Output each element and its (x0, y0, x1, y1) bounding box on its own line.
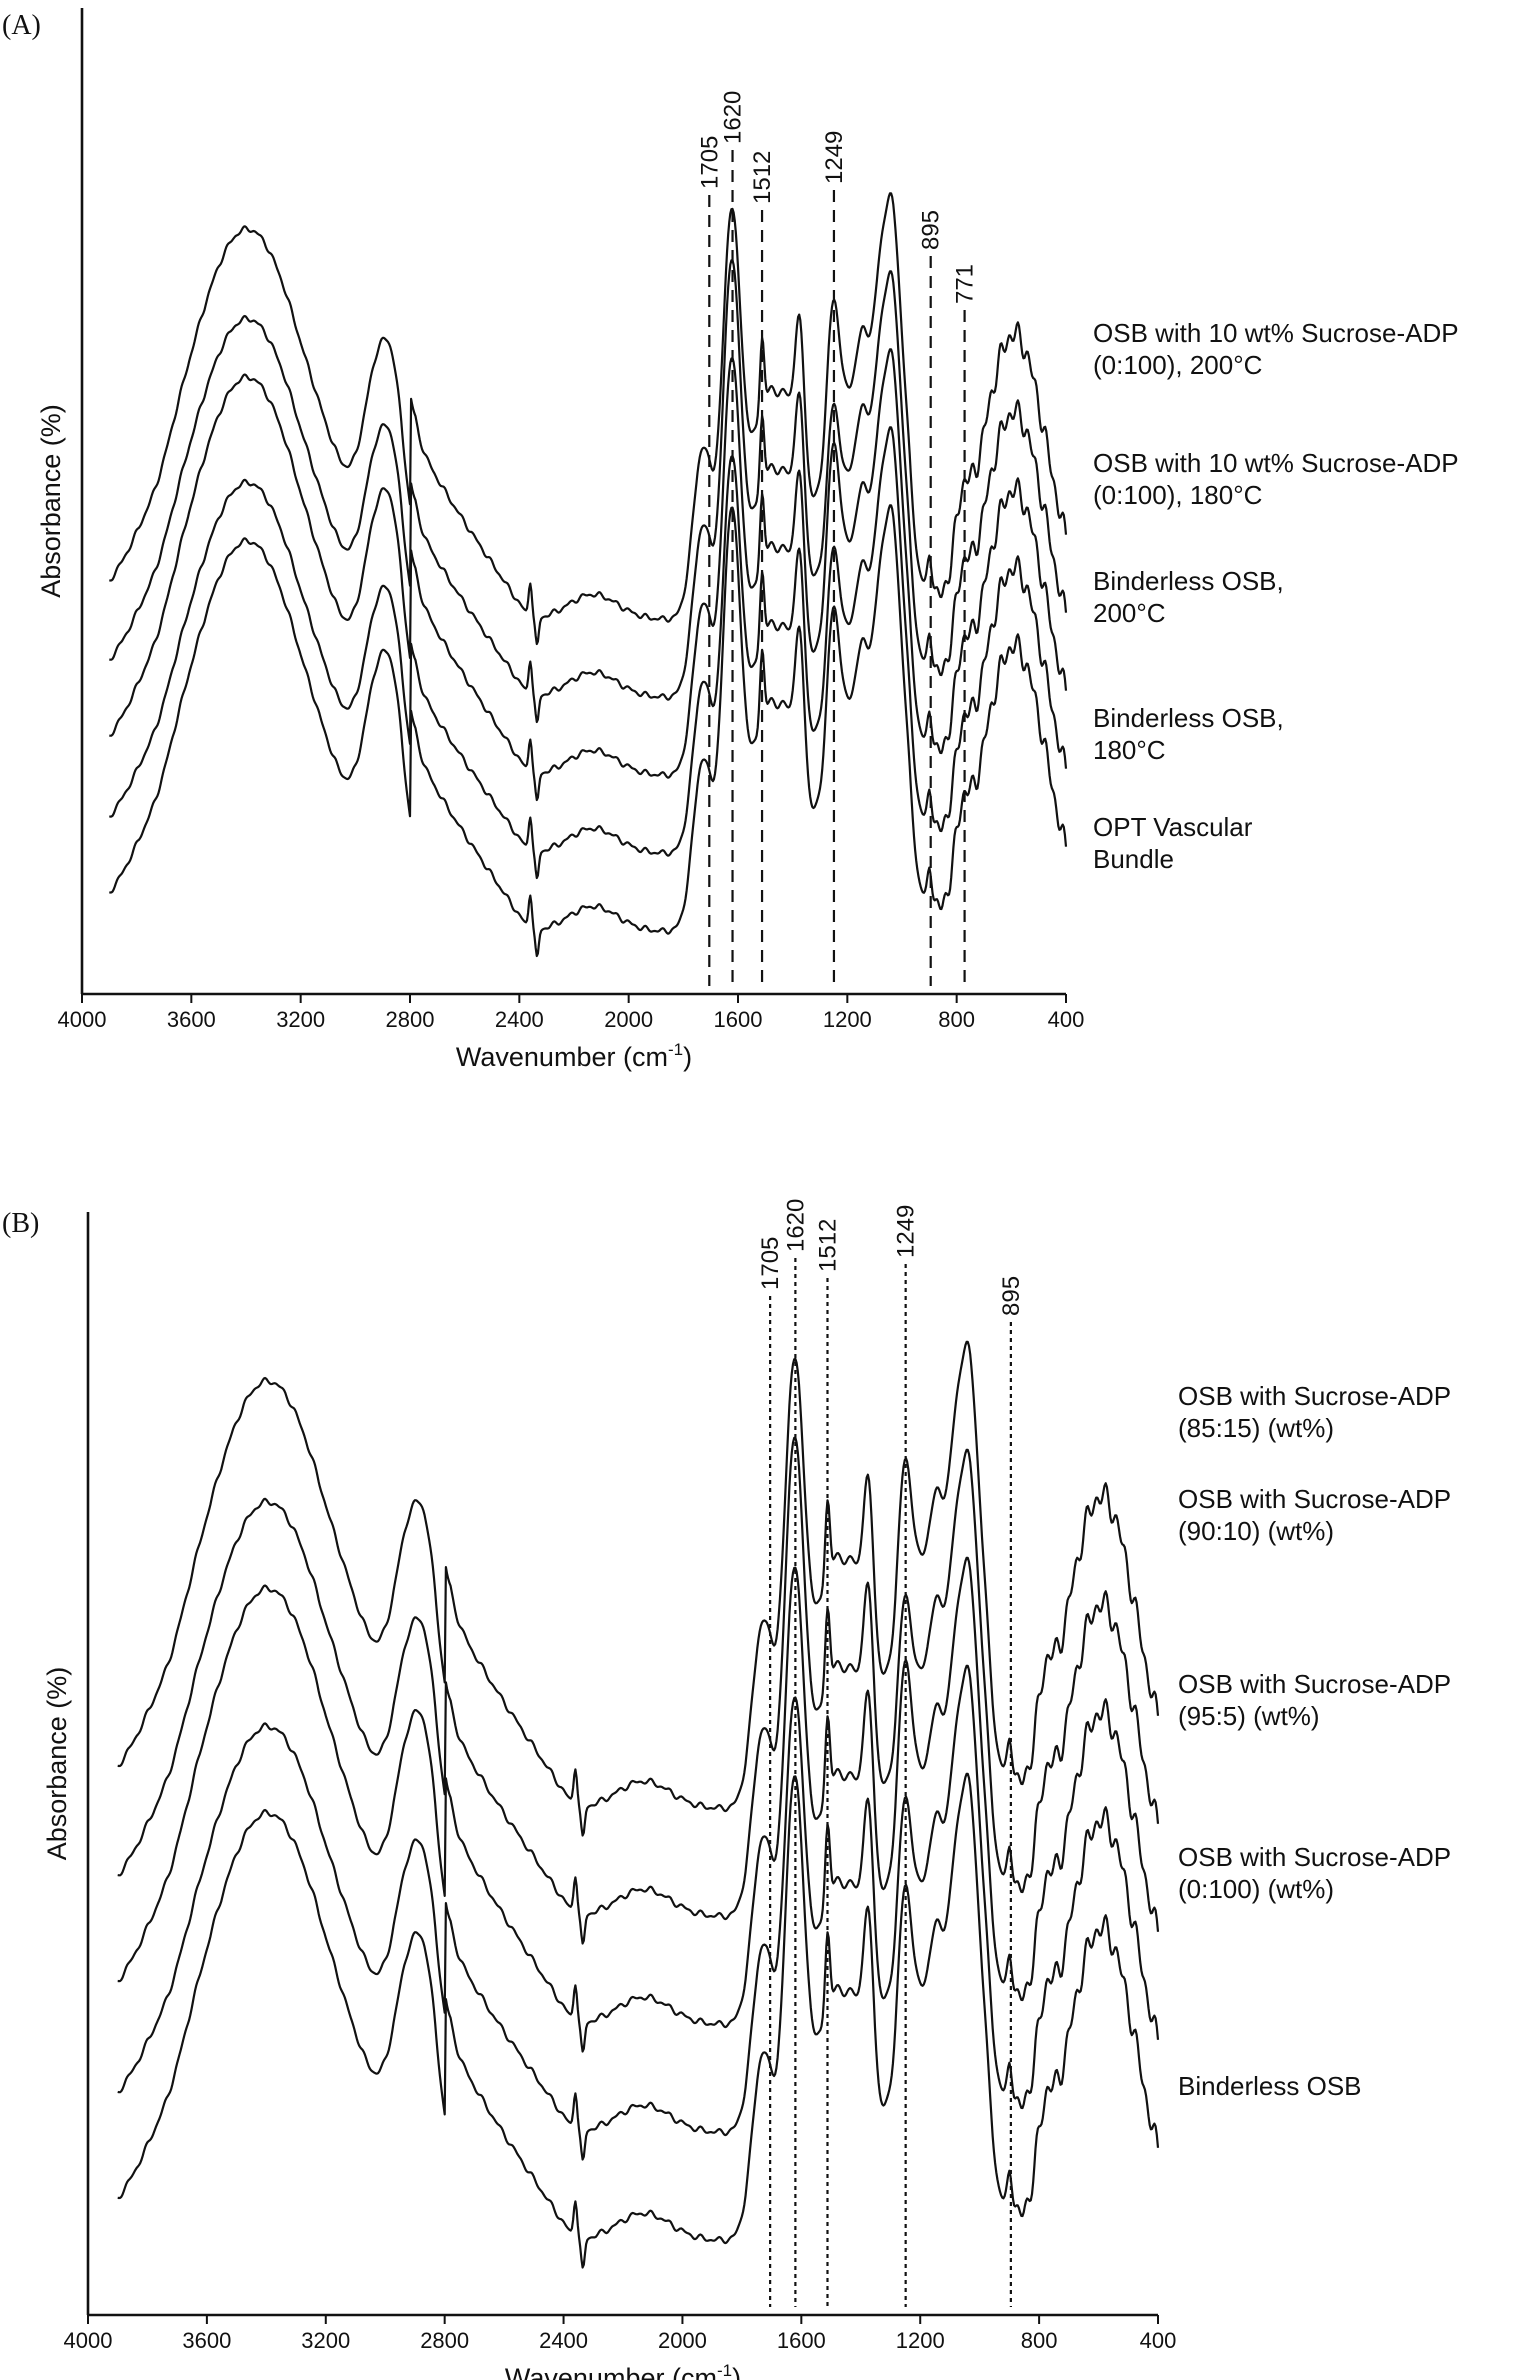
x-tick-label: 2000 (604, 1007, 653, 1032)
legend-entry: OSB with Sucrose-ADP (85:15) (wt%) (1178, 1381, 1451, 1443)
spectrum-line-binderless-osb-180-c (109, 426, 1068, 880)
legend-entry: OSB with 10 wt% Sucrose-ADP (0:100), 180°… (1093, 448, 1459, 510)
peak-label-895: 895 (918, 210, 945, 250)
x-tick-label: 3600 (167, 1007, 216, 1032)
legend-entry: OSB with Sucrose-ADP (90:10) (wt%) (1178, 1484, 1451, 1546)
x-tick-label: 1600 (777, 2328, 826, 2353)
legend-entry: OSB with 10 wt% Sucrose-ADP (0:100), 200°… (1093, 318, 1459, 380)
panel-label: (B) (2, 1208, 39, 1239)
peak-label-1249: 1249 (893, 1205, 920, 1258)
panel-a: (A) 4000 3600 3200 2800 2400 2000 1600 1200 800 40… (2, 8, 1459, 1072)
panel-label: (A) (2, 10, 41, 41)
x-tick-label: 1200 (823, 1007, 872, 1032)
x-tick-label: 4000 (58, 1007, 107, 1032)
peak-label-895: 895 (998, 1276, 1025, 1316)
x-tick-label: 2800 (420, 2328, 469, 2353)
legend-entry: Binderless OSB, 200°C (1093, 566, 1284, 628)
x-tick-label: 3600 (182, 2328, 231, 2353)
legend-entry: OSB with Sucrose-ADP (0:100) (wt%) (1178, 1842, 1451, 1904)
legend-entry: Binderless OSB (1178, 2071, 1362, 2101)
spectrum-line-binderless-osb-200-c (109, 348, 1068, 802)
peak-label-1705: 1705 (696, 136, 723, 189)
peak-label-1620: 1620 (782, 1199, 809, 1252)
x-tick-label: 1200 (896, 2328, 945, 2353)
x-tick-label: 1600 (714, 1007, 763, 1032)
peak-label-1512: 1512 (749, 151, 776, 204)
spectrum-line-opt-vascular-bundle (109, 504, 1068, 958)
x-tick-label: 3200 (301, 2328, 350, 2353)
x-tick-label: 2400 (539, 2328, 588, 2353)
spectrum-line-osb-with-sucrose-adp-90-10-wt (117, 1436, 1160, 1945)
x-axis-label: Wavenumber (cm-1) (456, 1040, 692, 1072)
spectrum-line-osb-with-sucrose-adp-85-15-wt (117, 1340, 1160, 1837)
x-axis-label: Wavenumber (cm-1) (505, 2361, 741, 2380)
x-tick-label: 2800 (386, 1007, 435, 1032)
peak-label-1705: 1705 (757, 1237, 784, 1290)
x-tick-label: 2400 (495, 1007, 544, 1032)
legend-entry: OPT Vascular Bundle (1093, 812, 1253, 874)
y-axis-label: Absorbance (%) (42, 1667, 72, 1861)
peak-label-1512: 1512 (814, 1219, 841, 1272)
legend-entry: OSB with Sucrose-ADP (95:5) (wt%) (1178, 1669, 1451, 1731)
y-axis-label: Absorbance (%) (36, 404, 66, 598)
peak-label-1249: 1249 (821, 131, 848, 184)
spectrum-line-osb-with-sucrose-adp-95-5-wt (117, 1556, 1160, 2053)
peak-label-1620: 1620 (720, 91, 747, 144)
x-tick-label: 800 (1021, 2328, 1058, 2353)
spectrum-line-osb-with-10-wt-sucrose-adp-0-100-180-c (109, 259, 1068, 724)
x-tick-label: 4000 (64, 2328, 113, 2353)
spectrum-line-osb-with-sucrose-adp-0-100-wt (117, 1664, 1160, 2161)
x-tick-label: 400 (1140, 2328, 1177, 2353)
x-tick-label: 400 (1048, 1007, 1085, 1032)
x-tick-label: 800 (938, 1007, 975, 1032)
spectrum-line-binderless-osb (117, 1772, 1160, 2269)
x-tick-label: 3200 (276, 1007, 325, 1032)
spectrum-line-osb-with-10-wt-sucrose-adp-0-100-200-c (109, 192, 1068, 646)
peak-label-771: 771 (952, 264, 979, 304)
x-tick-label: 2000 (658, 2328, 707, 2353)
panel-b: (B) 4000 3600 3200 2800 2400 2000 1600 1200 800 40… (2, 1199, 1451, 2380)
legend-entry: Binderless OSB, 180°C (1093, 703, 1284, 765)
